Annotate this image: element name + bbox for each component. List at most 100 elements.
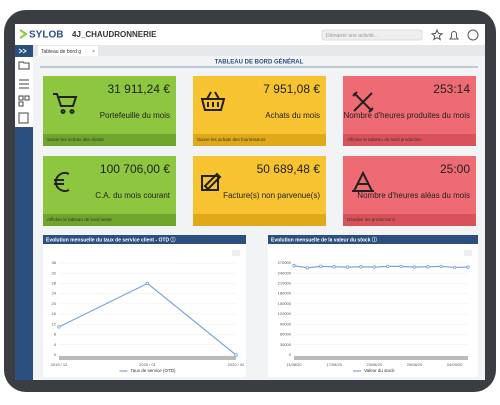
edit-icon[interactable] [18,112,29,124]
data-point [234,353,238,357]
data-point [145,281,150,286]
tile-footer [343,214,476,226]
tile-icon [54,172,70,192]
tile-footer-link[interactable]: Détailler les productions [347,217,396,222]
tile-footer-link[interactable]: Suivre les achats des fournisseurs [197,137,266,142]
tile-value: 253:14 [433,82,470,96]
y-tick-label: 240000 [278,270,292,275]
data-point [345,265,350,269]
tile-icon [53,93,78,114]
x-axis-band [59,356,236,360]
y-tick-label: 270000 [278,260,292,265]
series-line [293,265,469,269]
tile-value: 50 689,48 € [257,162,321,176]
x-axis-band [294,356,468,360]
x-tick-label: 23/08/20 [367,362,383,367]
tile-label: Portefeuille du mois [100,111,170,120]
data-point [305,266,310,270]
data-point [385,264,390,269]
sidebar [15,45,33,380]
tile-footer [43,134,176,146]
favorite-icon[interactable] [430,28,444,41]
y-tick-label: 32 [52,270,57,275]
tab[interactable] [38,46,98,56]
data-point [412,265,417,269]
tile-label: Facture(s) non parvenue(s) [223,191,320,200]
chart-toolbar-button[interactable] [232,250,240,256]
list-icon[interactable] [19,79,29,89]
company[interactable]: 4J_CHAUDRONNERIE [72,30,157,39]
search-placeholder: Démarrer une activité... [326,33,378,39]
chart-panel [268,235,478,377]
tile-value: 100 706,00 € [100,162,170,176]
user-icon[interactable] [467,29,479,41]
chart-title: Evolution mensuelle du taux de service c… [46,236,175,243]
y-tick-label: 30000 [280,342,292,347]
data-point [452,265,457,270]
x-tick-label: 04/09/20 [447,362,463,367]
y-tick-label: 24 [52,291,57,296]
tile-icon [352,170,374,192]
y-tick-label: 90000 [280,321,292,326]
chart-toolbar-button[interactable] [464,250,472,256]
y-tick-label: 16 [52,311,57,316]
x-tick-label: 2020 / 02 [228,362,245,367]
tile-value: 25:00 [440,162,470,176]
grid-icon[interactable] [18,95,24,101]
tile-footer [193,214,326,226]
data-point [359,265,363,269]
data-point [372,265,377,269]
folder-icon[interactable] [18,61,30,70]
chart-panel [43,235,246,377]
chart-title: Evolution mensuelle de la valeur du stoc… [271,236,377,243]
data-point [466,265,470,269]
tile-icon [201,172,222,191]
x-tick-label: 17/08/20 [326,362,342,367]
tile-footer-link[interactable]: Afficher le tableau de bord production [347,137,422,142]
search-box[interactable] [321,29,423,41]
logo: SYLOB [29,30,63,41]
tile-label: C.A. du mois courant [95,191,170,200]
x-tick-label: 11/08/20 [286,362,302,367]
tile-icon [200,91,226,111]
y-tick-label: 36 [52,260,57,265]
data-point [399,264,403,269]
tile-footer [343,134,476,146]
tile-footer-link[interactable]: Afficher le tableau de bord vente [47,217,112,222]
tile-label: Nombre d'heures aléas du mois [357,191,470,200]
y-tick-label: 150000 [278,301,292,306]
sidebar-menu [15,57,33,127]
expand-icon[interactable] [18,48,27,54]
x-tick-label: 29/08/20 [407,362,423,367]
tile-icon [352,91,374,113]
logo-icon [19,29,28,39]
chart-header [43,235,246,244]
y-tick-label: 8 [54,332,57,337]
legend-label: Valeur du stock [364,368,395,373]
tile-value: 7 951,08 € [263,82,320,96]
y-tick-label: 180000 [278,291,292,296]
tile-footer [193,134,326,146]
y-tick-label: 28 [52,281,57,286]
data-point [439,264,443,269]
grid-icon[interactable] [18,101,24,107]
y-tick-label: 60000 [280,332,292,337]
grid-icon[interactable] [24,95,30,101]
data-point [332,265,336,269]
tab-close[interactable]: × [92,49,95,55]
tile-footer-link[interactable]: Suivre les achats des clients [47,137,105,142]
legend-label: Taux de service (OTD) [131,368,177,373]
y-tick-label: 120000 [278,311,292,316]
tile-label: Achats du mois [265,111,320,120]
tile-label: Nombre d'heures produites du mois [344,111,470,120]
y-tick-label: 4 [54,342,57,347]
sidebar-icons [18,61,30,124]
chart-header [268,235,478,244]
y-tick-label: 0 [289,352,292,357]
y-tick-label: 20 [52,301,57,306]
page-title: TABLEAU DE BORD GÉNÉRAL [215,58,304,66]
bell-icon[interactable] [449,31,459,40]
y-tick-label: 0 [54,352,57,357]
tab-bar [33,45,485,56]
